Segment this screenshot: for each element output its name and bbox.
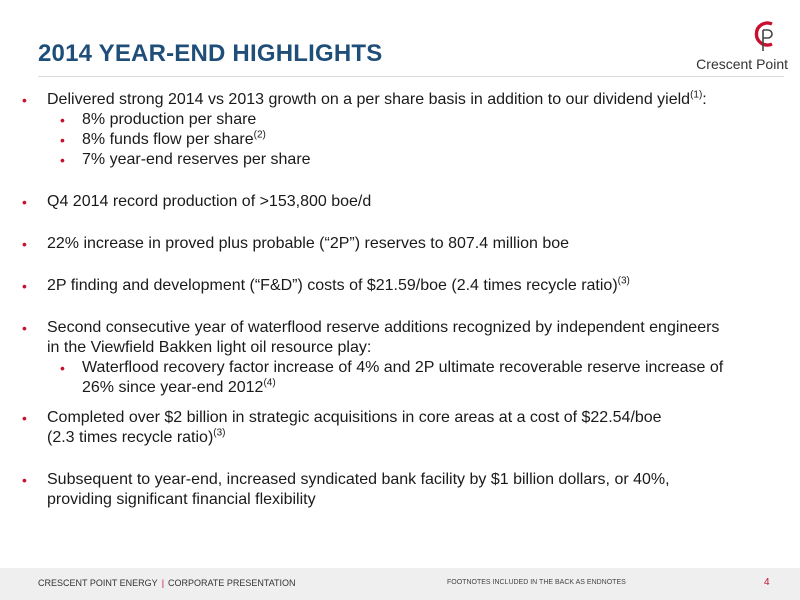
company-logo: Crescent Point: [676, 18, 788, 72]
bullet-dot: •: [60, 132, 65, 148]
bullet-dot: •: [60, 112, 65, 128]
sub-bullet-recovery-factor: • Waterflood recovery factor increase of…: [60, 358, 782, 398]
footer-separator: |: [161, 578, 165, 588]
footnote-ref: (3): [617, 275, 630, 287]
sub-bullet-list: • Waterflood recovery factor increase of…: [22, 358, 782, 398]
footer-doc: CORPORATE PRESENTATION: [168, 578, 296, 588]
sub-bullet-funds-flow: • 8% funds flow per share(2): [60, 130, 782, 150]
bullet-text: Q4 2014 record production of >153,800 bo…: [47, 193, 372, 210]
sub-bullet-production: • 8% production per share: [60, 110, 782, 130]
page-title: 2014 YEAR-END HIGHLIGHTS: [38, 40, 383, 67]
bullet-2p-reserves: • 22% increase in proved plus probable (…: [22, 234, 782, 254]
bullet-text: Delivered strong 2014 vs 2013 growth on …: [47, 91, 691, 108]
bullet-dot: •: [60, 360, 65, 376]
footnote-ref: (2): [253, 129, 266, 141]
sub-bullet-text-line2: 26% since year-end 2012: [82, 379, 264, 396]
bullet-text-line1: Subsequent to year-end, increased syndic…: [47, 471, 670, 488]
bullet-dot: •: [22, 278, 27, 294]
bullet-text: 2P finding and development (“F&D”) costs…: [47, 277, 618, 294]
bullet-bank-facility: • Subsequent to year-end, increased synd…: [22, 470, 782, 510]
bullet-dot: •: [22, 236, 27, 252]
bullet-growth: • Delivered strong 2014 vs 2013 growth o…: [22, 90, 782, 110]
bullet-text-line2: (2.3 times recycle ratio): [47, 429, 214, 446]
bullet-text-line1: Second consecutive year of waterflood re…: [47, 319, 720, 336]
bullet-dot: •: [22, 472, 27, 488]
footnote-ref: (1): [690, 89, 703, 101]
sub-bullet-reserves: • 7% year-end reserves per share: [60, 150, 782, 170]
bullet-text-tail: :: [702, 91, 707, 108]
sub-bullet-text: 7% year-end reserves per share: [82, 151, 311, 168]
bullet-dot: •: [22, 320, 27, 336]
footer-title: CRESCENT POINT ENERGY | CORPORATE PRESENTA…: [38, 578, 296, 588]
sub-bullet-text-line1: Waterflood recovery factor increase of 4…: [82, 359, 724, 376]
bullet-text-line1: Completed over $2 billion in strategic a…: [47, 409, 662, 426]
footer-company: CRESCENT POINT ENERGY: [38, 578, 158, 588]
page-number: 4: [764, 577, 770, 588]
footnote-ref: (4): [263, 377, 276, 389]
sub-bullet-text: 8% funds flow per share: [82, 131, 254, 148]
bullet-fd-costs: • 2P finding and development (“F&D”) cos…: [22, 276, 782, 296]
bullet-text-line2: providing significant financial flexibil…: [47, 491, 316, 508]
bullet-text: 22% increase in proved plus probable (“2…: [47, 235, 570, 252]
bullet-dot: •: [22, 92, 27, 108]
sub-bullet-text: 8% production per share: [82, 111, 257, 128]
footer-bar: CRESCENT POINT ENERGY | CORPORATE PRESENTA…: [0, 568, 800, 600]
bullet-record-production: • Q4 2014 record production of >153,800 …: [22, 192, 782, 212]
logo-text: Crescent Point: [696, 56, 788, 72]
footnote-ref: (3): [213, 427, 226, 439]
bullet-waterflood: • Second consecutive year of waterflood …: [22, 318, 782, 358]
title-divider: [38, 76, 784, 77]
bullet-dot: •: [22, 194, 27, 210]
highlights-list: • Delivered strong 2014 vs 2013 growth o…: [22, 90, 782, 510]
bullet-text-line2: in the Viewfield Bakken light oil resour…: [47, 339, 372, 356]
bullet-acquisitions: • Completed over $2 billion in strategic…: [22, 408, 782, 448]
sub-bullet-list: • 8% production per share • 8% funds flo…: [22, 110, 782, 170]
footer-endnotes-note: FOOTNOTES INCLUDED IN THE BACK AS ENDNOT…: [447, 579, 626, 586]
crescent-point-logo-icon: [754, 21, 773, 51]
bullet-dot: •: [60, 152, 65, 168]
bullet-dot: •: [22, 410, 27, 426]
